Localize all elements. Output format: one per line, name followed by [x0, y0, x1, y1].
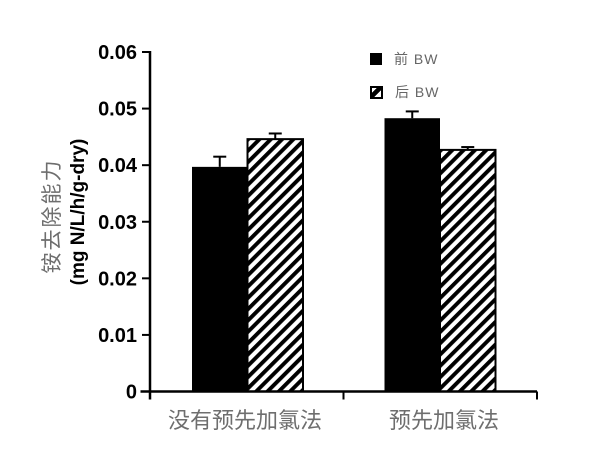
legend-label: 前 BW: [394, 51, 439, 67]
y-tick-label: 0.05: [98, 99, 137, 121]
y-tick-label: 0.06: [98, 42, 137, 64]
y-tick-label: 0.03: [98, 212, 137, 234]
y-tick-label: 0: [126, 382, 137, 404]
bar-hatched: [246, 138, 304, 393]
bar-hatched: [439, 148, 497, 393]
x-category-label-2: 预先加氯法: [388, 408, 499, 433]
y-tick-label: 0.04: [98, 155, 138, 177]
legend-swatch-solid-icon: [370, 53, 382, 65]
legend-label: 后 BW: [395, 84, 440, 100]
bar-solid: [192, 166, 248, 392]
legend-item-after-bw: 后 BW: [370, 82, 439, 102]
y-tick-label: 0.01: [98, 325, 137, 347]
y-tick-label: 0.02: [98, 268, 137, 290]
legend-swatch-hatch-icon: [370, 85, 383, 99]
legend-item-before-bw: 前 BW: [370, 49, 438, 69]
x-category-label-1: 没有预先加氯法: [167, 408, 322, 433]
bar-solid: [384, 118, 440, 392]
y-axis-label-chinese: 铵去除能力: [41, 158, 64, 274]
y-axis-label-units: (mg N/L/h/g-dry): [68, 138, 89, 286]
